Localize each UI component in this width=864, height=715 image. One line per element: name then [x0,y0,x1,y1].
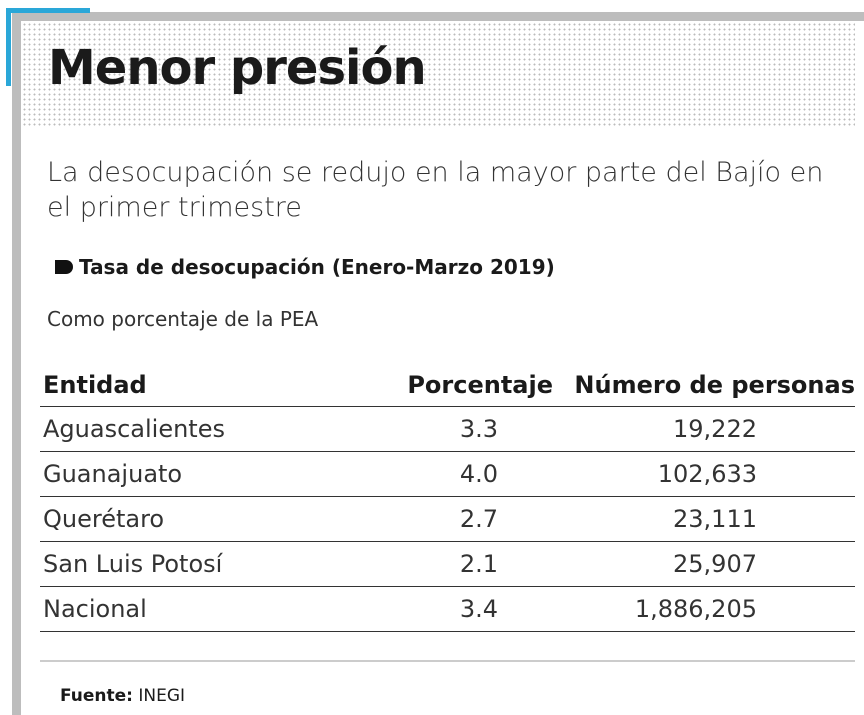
data-table: Entidad Porcentaje Número de personas Aguas… [40,364,855,632]
cell: Guanajuato [40,451,338,497]
table-row: Nacional 3.4 1,886,205 [40,586,855,632]
accent-h [6,8,90,13]
cell: Querétaro [40,496,338,542]
source: Fuente: INEGI [60,686,185,706]
cell: 2.1 [338,541,553,587]
accent-v [6,8,11,86]
note: Como porcentaje de la PEA [47,307,319,331]
column-header: Número de personas [553,364,855,407]
cell: Nacional [40,586,338,632]
cell: 4.0 [338,451,553,497]
cell: 19,222 [553,406,855,452]
table-row: Guanajuato 4.0 102,633 [40,451,855,497]
bottom-rule [40,660,855,662]
cell: 3.3 [338,406,553,452]
frame-left [12,12,21,715]
cell: 102,633 [553,451,855,497]
source-text: INEGI [138,686,186,706]
cell: Aguascalientes [40,406,338,452]
title: Menor presión [48,40,427,96]
column-header: Entidad [40,364,338,407]
cell: San Luis Potosí [40,541,338,587]
table-row: Querétaro 2.7 23,111 [40,496,855,542]
cell: 2.7 [338,496,553,542]
source-label: Fuente: [60,686,133,706]
column-header: Porcentaje [338,364,553,407]
cell: 25,907 [553,541,855,587]
cell: 1,886,205 [553,586,855,632]
title-box [22,22,855,126]
cell: 3.4 [338,586,553,632]
table-row: San Luis Potosí 2.1 25,907 [40,541,855,587]
header-row: Entidad Porcentaje Número de personas [40,364,855,407]
cell: 23,111 [553,496,855,542]
section-label: Tasa de desocupación (Enero-Marzo 2019) [55,255,555,279]
frame-top [12,12,864,21]
subtitle: La desocupación se redujo en la mayor pa… [47,157,824,223]
table-row: Aguascalientes 3.3 19,222 [40,406,855,452]
